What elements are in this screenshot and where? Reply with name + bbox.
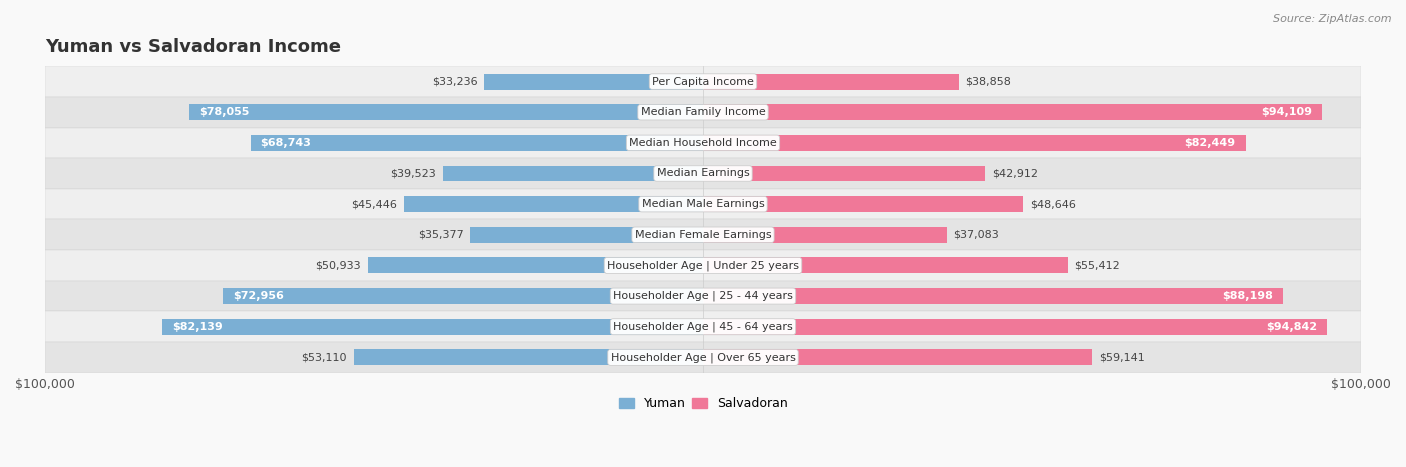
Text: $35,377: $35,377 [418, 230, 464, 240]
Text: Source: ZipAtlas.com: Source: ZipAtlas.com [1274, 14, 1392, 24]
Bar [703, 104, 1322, 120]
Text: $82,449: $82,449 [1185, 138, 1236, 148]
Text: Householder Age | 25 - 44 years: Householder Age | 25 - 44 years [613, 291, 793, 301]
Bar [190, 104, 703, 120]
Text: $37,083: $37,083 [953, 230, 1000, 240]
Text: $53,110: $53,110 [301, 353, 347, 362]
Text: Householder Age | Over 65 years: Householder Age | Over 65 years [610, 352, 796, 362]
Text: Median Male Earnings: Median Male Earnings [641, 199, 765, 209]
Text: $59,141: $59,141 [1098, 353, 1144, 362]
Bar [703, 165, 986, 182]
Text: $33,236: $33,236 [432, 77, 478, 86]
Legend: Yuman, Salvadoran: Yuman, Salvadoran [613, 392, 793, 416]
Text: Median Family Income: Median Family Income [641, 107, 765, 117]
Bar [45, 97, 1361, 127]
Text: Yuman vs Salvadoran Income: Yuman vs Salvadoran Income [45, 38, 340, 57]
Bar [703, 349, 1092, 365]
Bar [703, 74, 959, 90]
Text: Median Female Earnings: Median Female Earnings [634, 230, 772, 240]
Bar [163, 319, 703, 335]
Text: $78,055: $78,055 [200, 107, 250, 117]
Bar [45, 189, 1361, 219]
Text: $88,198: $88,198 [1223, 291, 1274, 301]
Bar [443, 165, 703, 182]
Text: $94,109: $94,109 [1261, 107, 1312, 117]
Bar [224, 288, 703, 304]
Bar [45, 66, 1361, 97]
Bar [45, 158, 1361, 189]
Bar [470, 227, 703, 243]
Bar [368, 257, 703, 273]
Text: $42,912: $42,912 [993, 169, 1038, 178]
Text: Median Household Income: Median Household Income [628, 138, 778, 148]
Bar [703, 319, 1327, 335]
Text: $55,412: $55,412 [1074, 261, 1121, 270]
Text: $48,646: $48,646 [1029, 199, 1076, 209]
Text: Per Capita Income: Per Capita Income [652, 77, 754, 86]
Bar [45, 219, 1361, 250]
Bar [45, 342, 1361, 373]
Bar [703, 196, 1024, 212]
Text: $39,523: $39,523 [391, 169, 436, 178]
Bar [484, 74, 703, 90]
Text: Householder Age | Under 25 years: Householder Age | Under 25 years [607, 260, 799, 271]
Bar [703, 257, 1067, 273]
Text: Householder Age | 45 - 64 years: Householder Age | 45 - 64 years [613, 321, 793, 332]
Bar [45, 127, 1361, 158]
Text: $72,956: $72,956 [233, 291, 284, 301]
Bar [703, 135, 1246, 151]
Text: Median Earnings: Median Earnings [657, 169, 749, 178]
Bar [45, 311, 1361, 342]
Bar [250, 135, 703, 151]
Bar [703, 288, 1284, 304]
Bar [45, 281, 1361, 311]
Bar [45, 250, 1361, 281]
Text: $94,842: $94,842 [1267, 322, 1317, 332]
Text: $82,139: $82,139 [173, 322, 224, 332]
Text: $50,933: $50,933 [315, 261, 361, 270]
Text: $38,858: $38,858 [966, 77, 1011, 86]
Bar [703, 227, 948, 243]
Text: $68,743: $68,743 [260, 138, 311, 148]
Text: $45,446: $45,446 [352, 199, 398, 209]
Bar [353, 349, 703, 365]
Bar [404, 196, 703, 212]
